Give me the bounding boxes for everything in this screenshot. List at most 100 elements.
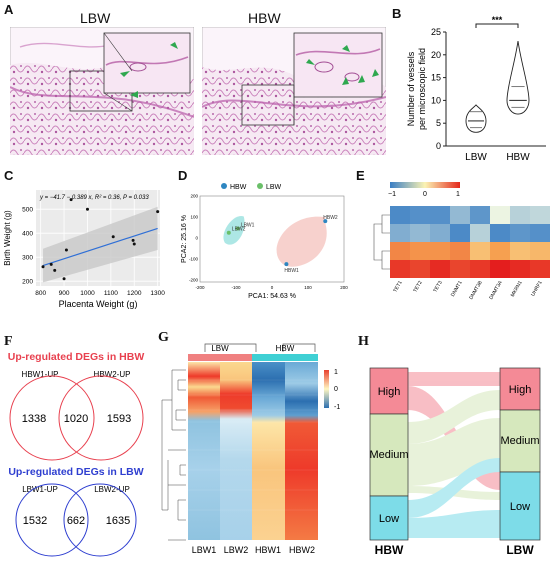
column-dendrogram [204,343,316,352]
sankey-flows [408,372,500,538]
y-axis-label-line2: per microscopic field [417,48,427,130]
green-arrow-icon [120,42,178,98]
methylation-heatmap: −101LBW_1LBW_2HBW_1HBW_2TET1TET2TET3DNMT… [373,182,550,301]
heatmap-cell [510,260,530,278]
heat-scale-min: -1 [334,404,340,411]
panel-c-label: C [4,168,14,183]
venn-hbw-left-count: 1338 [22,413,46,425]
hbw-hull [276,216,327,267]
hbw-block-high [369,367,409,415]
row-dendrogram [373,214,390,270]
heatmap-cell [510,206,530,224]
hbw-block-low [369,495,409,541]
fit-line [42,227,158,267]
x-tick-label: 1200 [127,290,142,297]
lbw-label-high: High [509,384,532,396]
column-label-lbw2: LBW2 [224,545,249,555]
heatmap-cell [430,260,450,278]
heatmap-cell [530,206,550,224]
heatmap-cell [410,206,430,224]
x-tick-label: 200 [340,285,348,290]
group-label-lbw: LBW [211,344,229,353]
legend-swatch-lbw [257,183,263,189]
heatmap-legend-tick: −1 [388,191,396,198]
heatmap-cell [390,224,410,242]
lbw-block-high [499,367,541,411]
x-tick-label: HBW [506,152,530,163]
green-arrow-icon [306,45,379,85]
panel-a-label: A [4,2,14,17]
x-tick-label: 1100 [104,290,118,297]
column-label-lbw1: LBW1 [192,545,217,555]
heatmap-cell [490,224,510,242]
group-bar-lbw [188,354,252,361]
x-tick-label: 1300 [150,290,165,297]
y-tick-label: 0 [436,141,441,151]
venn-hbw-title: Up-regulated DEGs in HBW [8,351,145,363]
panel-b-label: B [392,6,402,21]
column-label: MKRN1 [510,280,524,298]
regression-equation: y = −41.7 − 0.389 x, R² = 0.36, P = 0.03… [39,195,149,201]
micrograph-hbw [202,27,386,155]
sankey-left-title: HBW [375,543,404,557]
x-tick-label: 800 [35,290,46,297]
heatmap-cell [530,242,550,260]
row-dendrogram [161,369,186,541]
vessel-violin-chart: 0 5 10 15 20 25 Number of vesselsper microscop… [406,15,546,163]
pca-point [284,262,289,267]
pca-point-label: LBW2 [232,227,246,233]
data-point [49,262,53,266]
venn-lbw-right-count: 1635 [106,515,130,527]
column-label: DNMT1 [450,280,464,298]
micrograph-lbw-title: LBW [80,10,111,26]
y-tick-label: 15 [431,73,441,83]
hbw-label-medium: Medium [369,449,408,461]
pca-point [323,219,328,224]
y-tick-label: 500 [22,207,33,214]
x-tick-label: -100 [231,285,241,290]
x-tick-label: -200 [195,285,205,290]
hbw-block-medium [369,413,409,497]
heatmap-cell [530,224,550,242]
y-axis-label-line1: Number of vessels [406,51,416,126]
heat-scale-bar [324,370,329,408]
y-tick-label: 200 [22,279,33,286]
y-tick-label: 0 [195,235,198,240]
column-label: DNMT3B [468,279,484,300]
heat-col-lbw2 [220,362,252,540]
x-tick-label: 1000 [80,290,95,297]
lbw-block-medium [499,409,541,473]
legend-label-hbw: HBW [230,184,247,191]
flow-high-high [408,372,500,386]
heatmap-legend-bar [390,182,460,188]
x-tick-label: 0 [271,285,274,290]
venn-hbw2-label: HBW2-UP [94,370,131,379]
panel-d-label: D [178,168,188,183]
venn-lbw1-label: LBW1-UP [22,485,58,494]
venn-lbw-left-count: 1532 [23,515,47,527]
column-label-hbw2: HBW2 [289,545,315,555]
deg-heatmap: LBW HBW 1 0 -1 LBW1 LBW2 HBW1 HBW2 [161,343,340,555]
heatmap-legend-tick: 0 [423,191,427,198]
data-point [53,268,57,272]
column-label: DNMT3A [488,279,504,300]
y-axis-label: Number of vesselsper microscopic field [406,48,427,130]
legend-swatch-hbw [221,183,227,189]
x-axis-label: PCA1: 54.63 % [248,293,296,300]
heatmap-cell [470,260,490,278]
heat-scale-max: 1 [334,369,338,376]
violin-hbw [506,41,530,115]
flow-low-medium [408,458,500,518]
pca-point-label: HBW1 [284,268,299,274]
heatmap-cell [490,242,510,260]
venn-hbw-right-count: 1593 [107,413,131,425]
venn-hbw1-label: HBW1-UP [22,370,59,379]
significance-bracket [475,23,519,28]
flow-low-low [408,510,500,538]
x-tick-label: 100 [304,285,312,290]
data-point [156,210,160,214]
heatmap-cell [510,242,530,260]
data-point [131,238,135,242]
venn-lbw2-circle [63,483,137,557]
